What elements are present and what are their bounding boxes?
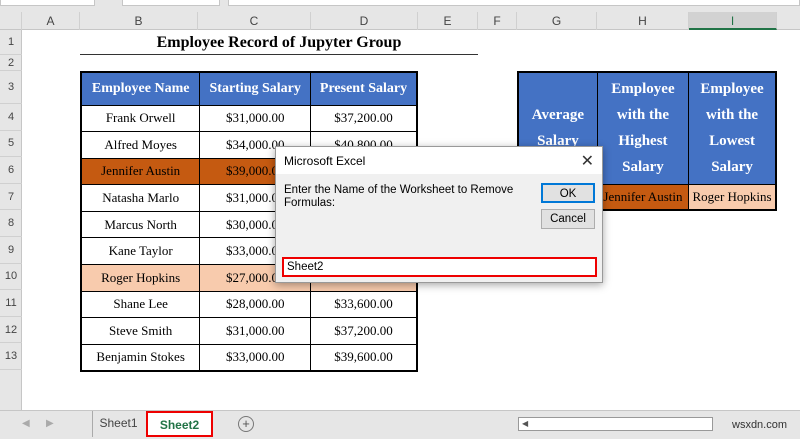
row-header-1[interactable]: 1 (0, 30, 22, 55)
employee-name-cell[interactable]: Kane Taylor (80, 237, 201, 266)
row-header-5[interactable]: 5 (0, 131, 22, 158)
sheet-tab-bar: ◀ ▶ Sheet1 Sheet2 + ◀ wsxdn.com (0, 410, 800, 439)
column-header-d[interactable]: D (311, 12, 418, 30)
row-header-9[interactable]: 9 (0, 237, 22, 264)
row-header-6[interactable]: 6 (0, 157, 22, 184)
header-employee-name[interactable]: Employee Name (80, 71, 201, 106)
lowest-salary-employee[interactable]: Roger Hopkins (688, 183, 777, 211)
column-header-i[interactable]: I (689, 12, 777, 30)
dialog-title-bar[interactable]: Microsoft Excel ✕ (276, 147, 602, 174)
table-header-row: Employee Name Starting Salary Present Sa… (80, 71, 418, 106)
watermark: wsxdn.com (732, 419, 788, 431)
employee-name-cell[interactable]: Roger Hopkins (80, 264, 201, 292)
row-header-4[interactable]: 4 (0, 104, 22, 131)
table-row: Benjamin Stokes $33,000.00 $39,600.00 (80, 343, 418, 372)
employee-name-cell[interactable]: Alfred Moyes (80, 131, 201, 159)
table-row: Steve Smith $31,000.00 $37,200.00 (80, 317, 418, 345)
next-sheet-icon[interactable]: ▶ (46, 418, 54, 429)
close-icon[interactable]: ✕ (580, 152, 594, 170)
row-headers: 1 2 3 4 5 6 7 8 9 10 11 12 13 (0, 30, 22, 410)
formula-bar[interactable] (228, 0, 800, 6)
name-box[interactable] (0, 0, 95, 6)
row-header-12[interactable]: 12 (0, 317, 22, 344)
starting-salary-cell[interactable]: $28,000.00 (199, 290, 312, 319)
present-salary-cell[interactable]: $37,200.00 (310, 317, 418, 345)
header-present-salary[interactable]: Present Salary (310, 71, 418, 106)
dialog-prompt: Enter the Name of the Worksheet to Remov… (284, 184, 514, 209)
table-row: Frank Orwell $31,000.00 $37,200.00 (80, 104, 418, 133)
formula-buttons (122, 0, 220, 6)
sheet-title: Employee Record of Jupyter Group (80, 31, 478, 55)
column-header-g[interactable]: G (517, 12, 597, 30)
header-lowest-salary[interactable]: Employee with the Lowest Salary (688, 71, 777, 185)
column-headers: A B C D E F G H I (0, 12, 800, 30)
column-header-f[interactable]: F (478, 12, 517, 30)
starting-salary-cell[interactable]: $31,000.00 (199, 317, 312, 345)
tab-sheet1[interactable]: Sheet1 (92, 411, 144, 437)
starting-salary-cell[interactable]: $33,000.00 (199, 343, 312, 372)
header-highest-salary[interactable]: Employee with the Highest Salary (596, 71, 690, 185)
highest-salary-employee[interactable]: Jennifer Austin (596, 183, 690, 211)
column-header-b[interactable]: B (80, 12, 198, 30)
employee-name-cell[interactable]: Steve Smith (80, 317, 201, 345)
worksheet-name-input[interactable] (282, 257, 597, 277)
row-header-10[interactable]: 10 (0, 264, 22, 291)
row-header-2[interactable]: 2 (0, 55, 22, 71)
row-header-7[interactable]: 7 (0, 184, 22, 211)
add-sheet-icon[interactable]: + (238, 416, 254, 432)
column-header-c[interactable]: C (198, 12, 311, 30)
cancel-button[interactable]: Cancel (541, 209, 595, 229)
employee-name-cell[interactable]: Benjamin Stokes (80, 343, 201, 372)
row-header-11[interactable]: 11 (0, 290, 22, 317)
ok-button[interactable]: OK (541, 183, 595, 203)
starting-salary-cell[interactable]: $31,000.00 (199, 104, 312, 133)
employee-name-cell[interactable]: Natasha Marlo (80, 184, 201, 212)
column-header-a[interactable]: A (22, 12, 80, 30)
prev-sheet-icon[interactable]: ◀ (22, 418, 30, 429)
column-header-e[interactable]: E (418, 12, 478, 30)
present-salary-cell[interactable]: $37,200.00 (310, 104, 418, 133)
horizontal-scrollbar[interactable]: ◀ (518, 417, 713, 431)
select-all-button[interactable] (0, 12, 22, 30)
table-row: Shane Lee $28,000.00 $33,600.00 (80, 290, 418, 319)
dialog-title: Microsoft Excel (284, 153, 366, 168)
row-header-13[interactable]: 13 (0, 343, 22, 370)
employee-name-cell[interactable]: Shane Lee (80, 290, 201, 319)
row-header-3[interactable]: 3 (0, 71, 22, 104)
employee-name-cell[interactable]: Jennifer Austin (80, 157, 201, 186)
formula-bar-area (0, 0, 800, 12)
employee-name-cell[interactable]: Marcus North (80, 210, 201, 239)
present-salary-cell[interactable]: $39,600.00 (310, 343, 418, 372)
row-header-8[interactable]: 8 (0, 210, 22, 237)
tab-sheet2[interactable]: Sheet2 (146, 411, 213, 437)
present-salary-cell[interactable]: $33,600.00 (310, 290, 418, 319)
column-header-h[interactable]: H (597, 12, 689, 30)
header-starting-salary[interactable]: Starting Salary (199, 71, 312, 106)
input-dialog: Microsoft Excel ✕ Enter the Name of the … (275, 146, 603, 283)
employee-name-cell[interactable]: Frank Orwell (80, 104, 201, 133)
